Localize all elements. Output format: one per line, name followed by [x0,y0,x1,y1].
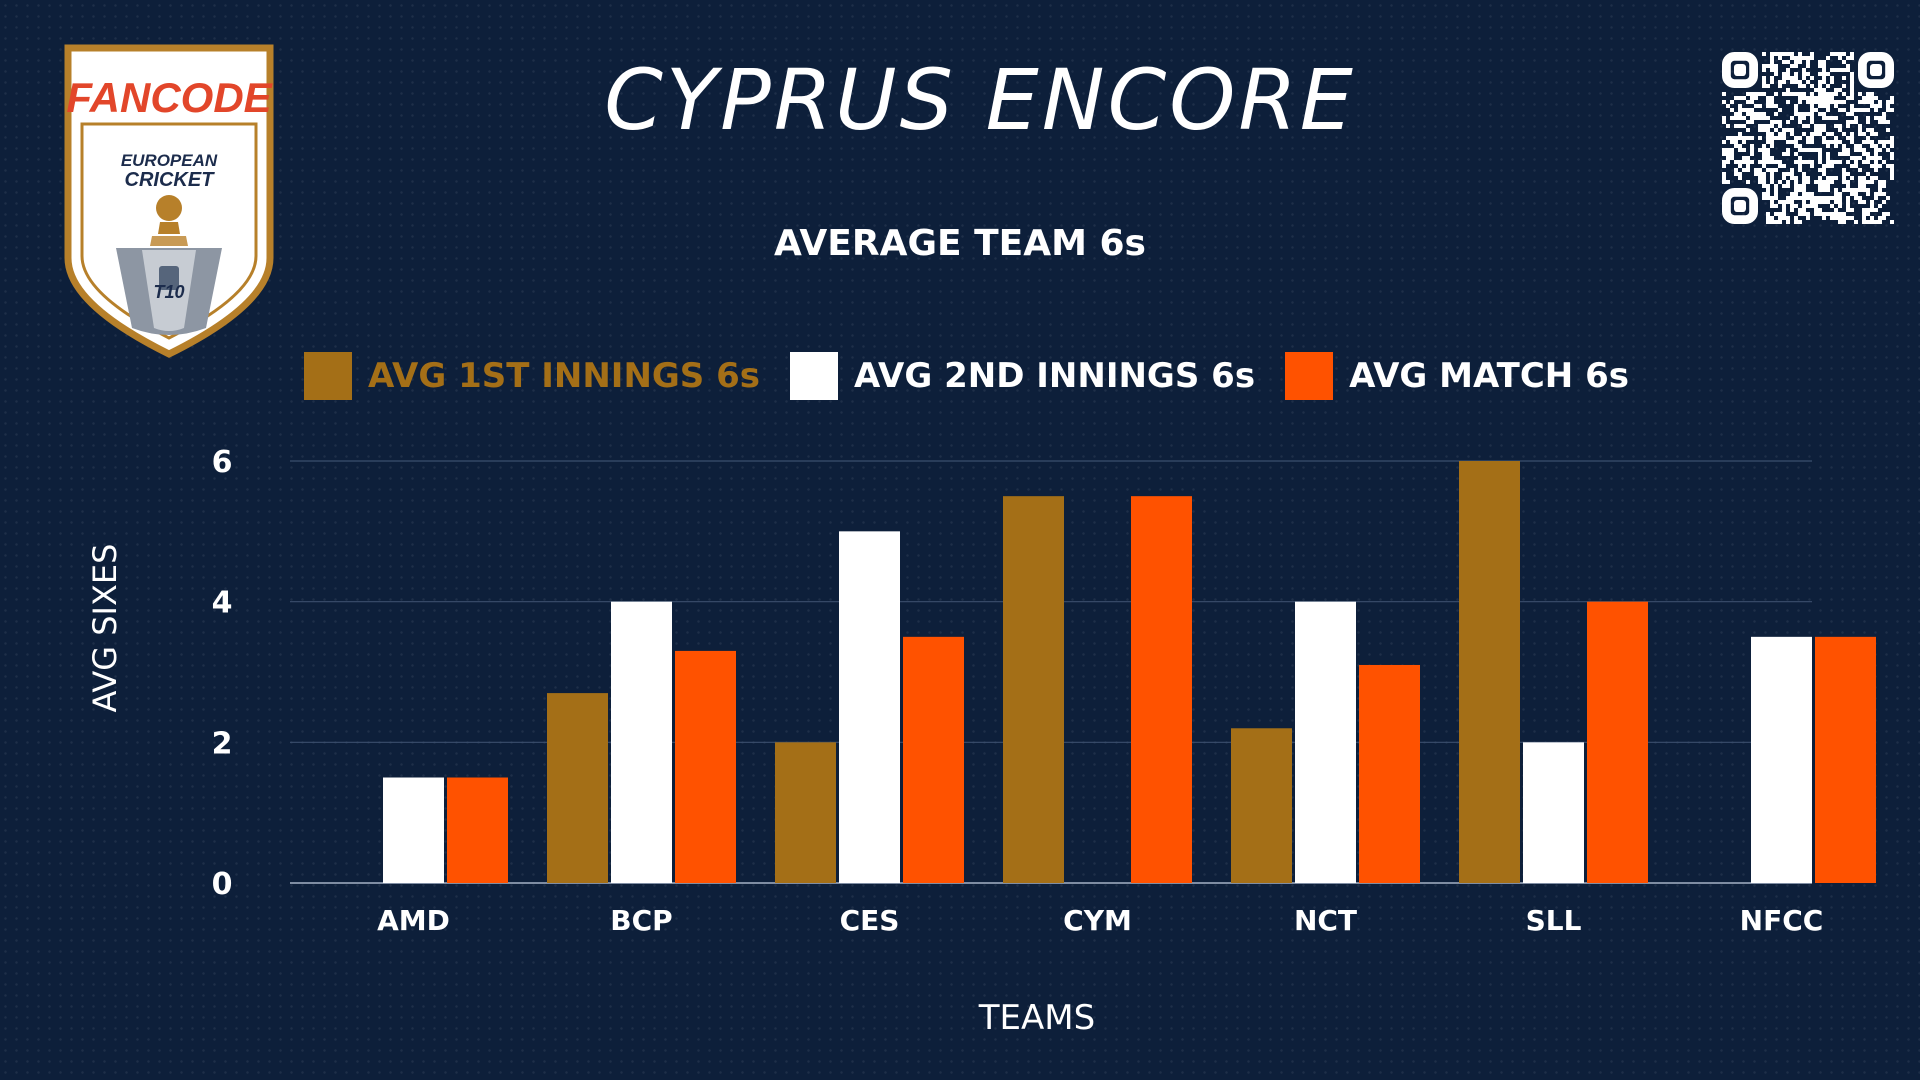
bar-nct-series-3 [1359,664,1420,883]
x-tick-label: AMD [377,904,450,937]
y-tick-label: 2 [212,726,233,761]
y-tick-label: 4 [212,586,233,621]
legend-swatch-first-innings [304,352,352,400]
bar-sll-series-3 [1587,601,1648,883]
logo-wordmark: FANCODE [66,74,273,121]
y-axis-label: AVG SIXES [86,544,124,713]
legend-swatch-match [1285,352,1334,400]
legend-item-first-innings: AVG 1ST INNINGS 6s [304,352,760,400]
logo-format: T10 [153,282,184,302]
bar-ces-series-3 [903,636,964,883]
bar-bcp-series-3 [675,650,736,883]
y-tick-label: 6 [212,445,233,480]
x-tick-labels: AMD BCP CES CYM NCT SLL NFCC [377,904,1823,937]
bar-sll-series-1 [1459,461,1520,883]
bar-nfcc-series-3 [1815,636,1876,883]
bar-amd-series-2 [383,777,444,883]
bar-amd-series-3 [447,777,508,883]
european-cricket-logo: FANCODE EUROPEAN CRICKET T10 [64,44,274,358]
y-tick-labels: 0 2 4 6 [212,445,233,902]
bar-bcp-series-2 [611,601,672,883]
x-tick-label: CES [840,904,900,937]
y-tick-label: 0 [212,867,233,902]
bar-nct-series-2 [1295,601,1356,883]
bar-sll-series-2 [1523,742,1584,883]
bar-cym-series-3 [1131,496,1192,883]
x-tick-label: NCT [1294,904,1357,937]
bar-bcp-series-1 [547,693,608,883]
x-tick-label: NFCC [1740,904,1824,937]
legend-label-second-innings: AVG 2ND INNINGS 6s [854,356,1256,396]
x-tick-label: SLL [1526,904,1582,937]
bar-ces-series-1 [775,742,836,883]
bar-cym-series-1 [1003,496,1064,883]
qr-modules [1722,52,1894,224]
bar-nfcc-series-2 [1751,636,1812,883]
x-tick-label: CYM [1063,904,1132,937]
qr-code[interactable] [1722,52,1894,224]
logo-line-european: EUROPEAN [121,151,218,170]
bar-ces-series-2 [839,531,900,883]
bar-nct-series-1 [1231,728,1292,883]
bars [383,461,1876,883]
legend-swatch-second-innings [790,352,839,400]
chart-title: AVERAGE TEAM 6s [774,223,1146,264]
x-tick-label: BCP [610,904,672,937]
page-title: CYPRUS ENCORE [604,51,1356,149]
legend-label-match: AVG MATCH 6s [1349,356,1629,396]
x-axis-label: TEAMS [978,998,1095,1038]
logo-line-cricket: CRICKET [125,169,216,191]
legend-item-second-innings: AVG 2ND INNINGS 6s [790,352,1255,400]
legend-label-first-innings: AVG 1ST INNINGS 6s [368,356,761,396]
chart-legend: AVG 1ST INNINGS 6s AVG 2ND INNINGS 6s AV… [304,350,1659,402]
legend-item-match: AVG MATCH 6s [1285,352,1629,400]
